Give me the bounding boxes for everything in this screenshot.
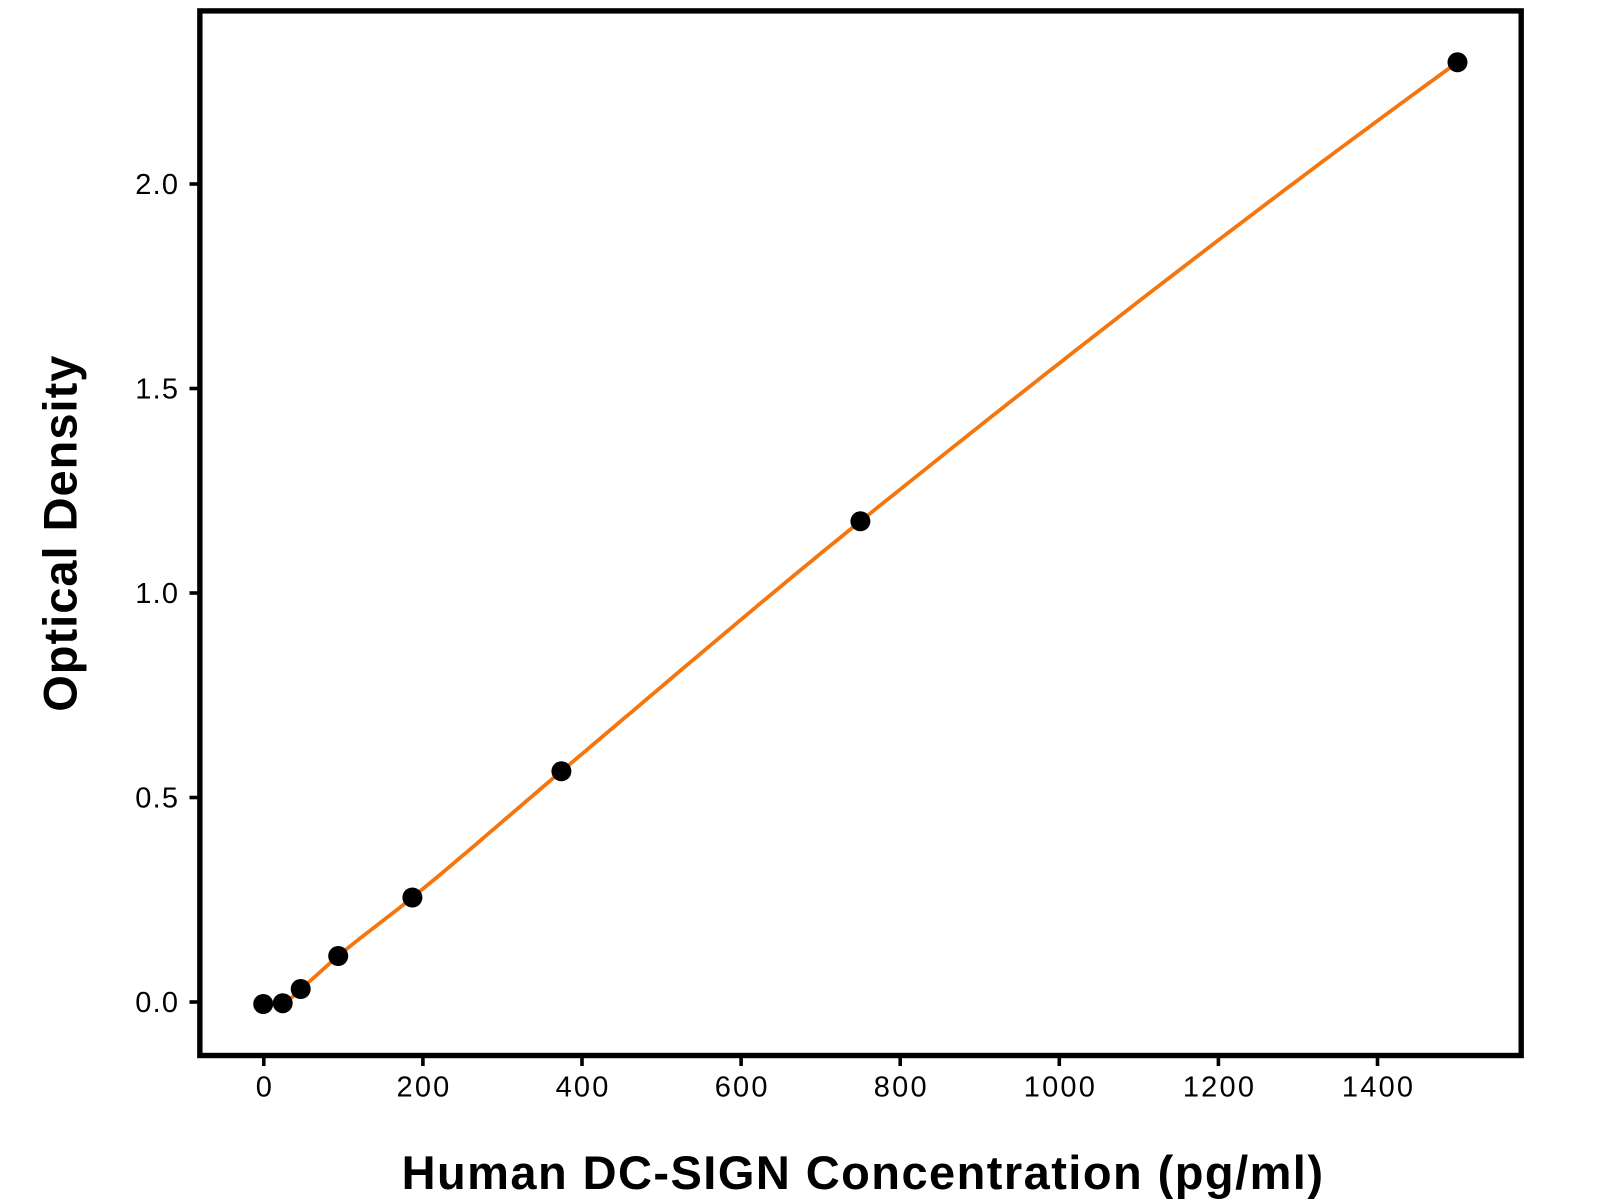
svg-text:1000: 1000 (1024, 1072, 1097, 1104)
svg-text:1.0: 1.0 (135, 578, 179, 610)
svg-text:Optical Density: Optical Density (33, 355, 86, 712)
svg-text:2.0: 2.0 (135, 169, 179, 201)
svg-text:0: 0 (256, 1072, 274, 1104)
svg-text:1400: 1400 (1342, 1072, 1415, 1104)
svg-text:0.5: 0.5 (135, 783, 179, 815)
svg-text:600: 600 (715, 1072, 770, 1104)
svg-text:1200: 1200 (1183, 1072, 1256, 1104)
svg-text:0.0: 0.0 (135, 987, 179, 1019)
svg-text:Human DC-SIGN Concentration (p: Human DC-SIGN Concentration (pg/ml) (402, 1146, 1325, 1199)
svg-text:1.5: 1.5 (135, 374, 179, 406)
svg-text:800: 800 (874, 1072, 929, 1104)
svg-text:200: 200 (397, 1072, 452, 1104)
svg-text:400: 400 (556, 1072, 611, 1104)
